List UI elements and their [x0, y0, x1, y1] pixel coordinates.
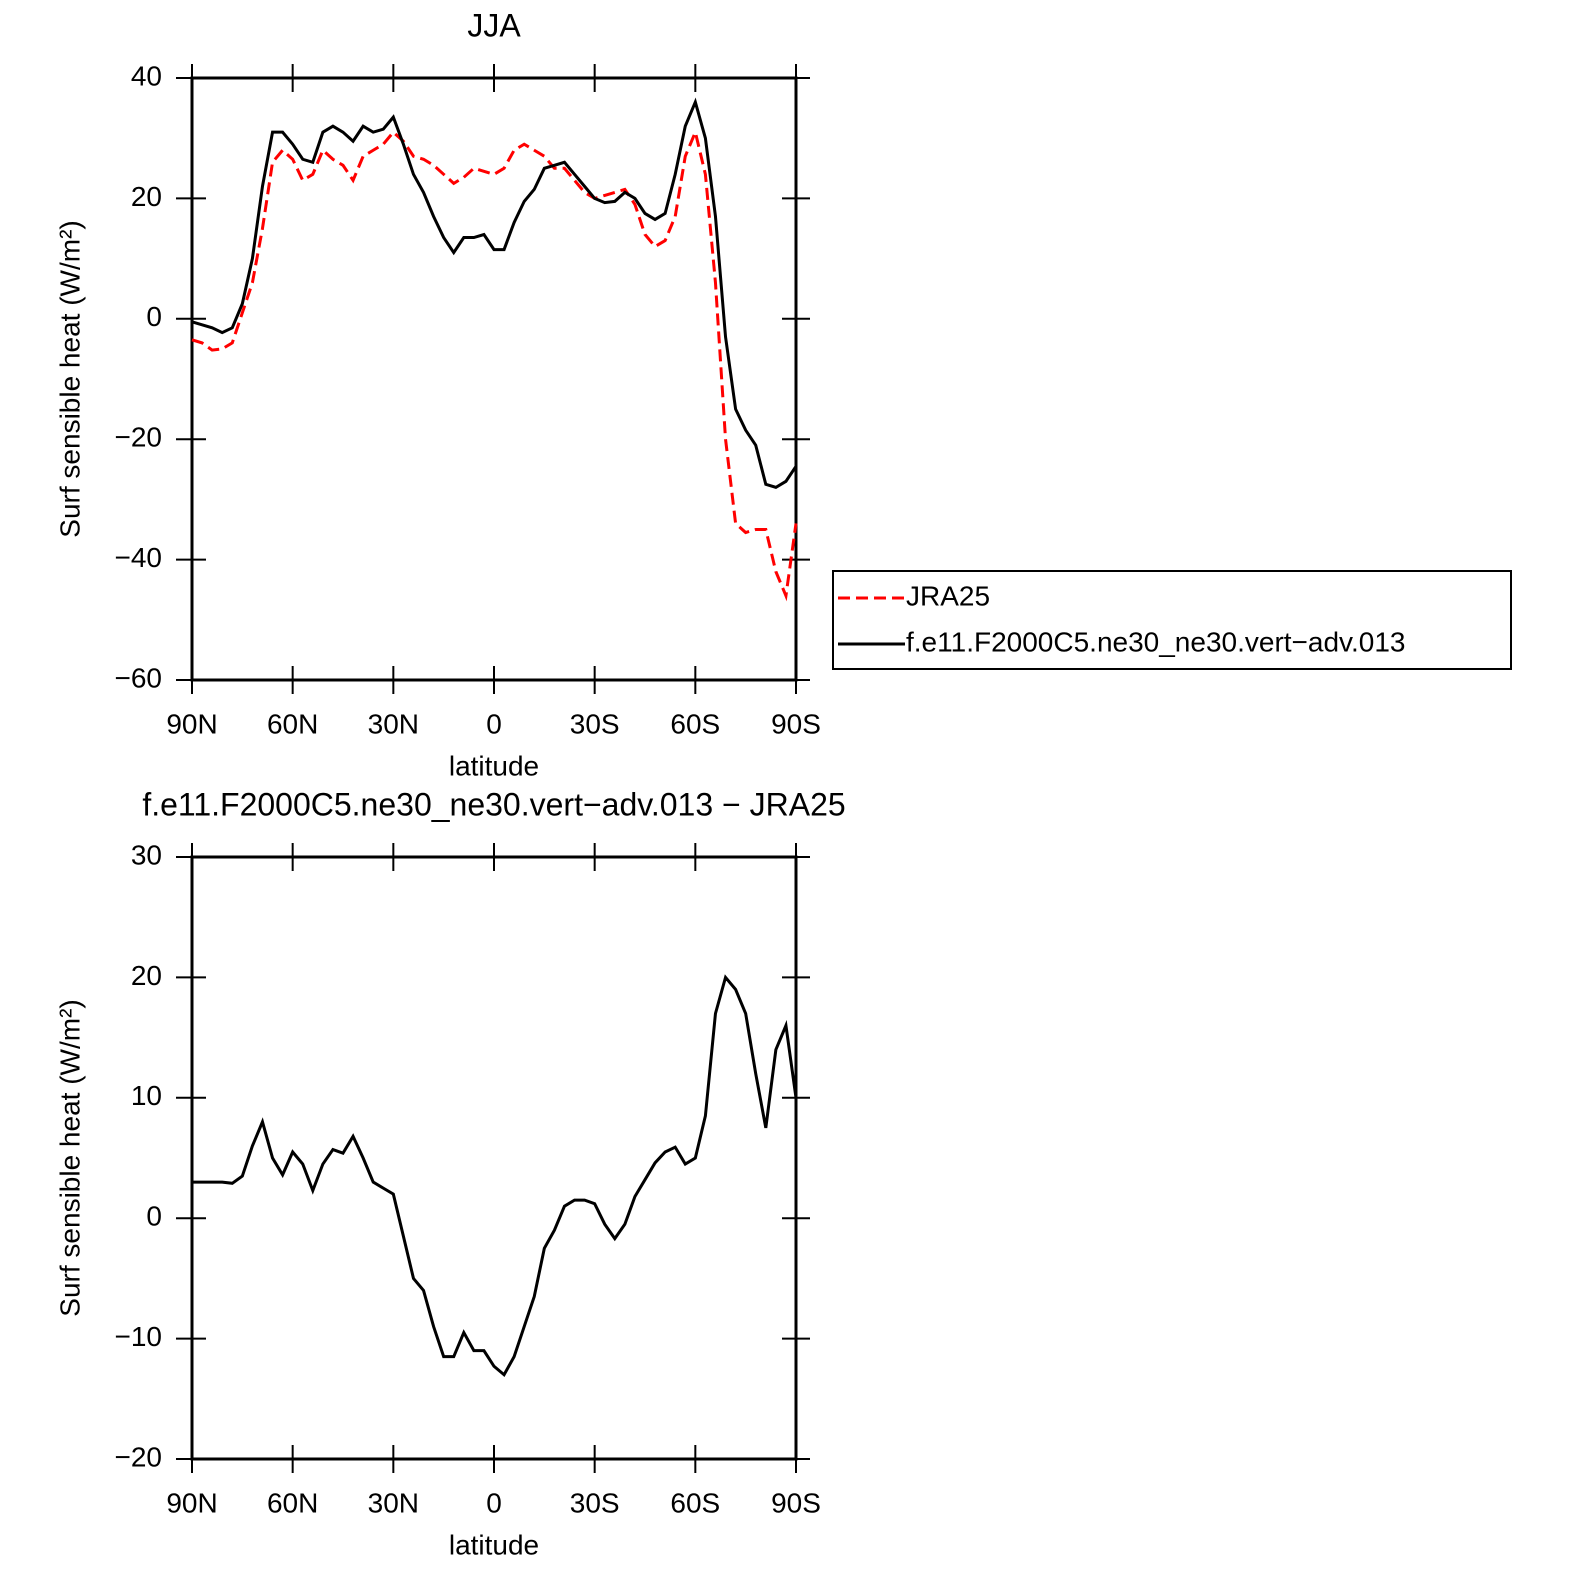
y-tick-label: 40 — [131, 60, 162, 91]
y-tick-label: −40 — [115, 542, 163, 573]
y-tick-label: −20 — [115, 422, 163, 453]
y-tick-label: 30 — [131, 839, 162, 870]
x-axis-label: latitude — [449, 1529, 539, 1560]
x-tick-label: 60N — [267, 708, 318, 739]
plot-frame — [190, 76, 798, 682]
y-tick-label: −20 — [115, 1441, 163, 1472]
y-tick-label: 20 — [131, 181, 162, 212]
data-line — [191, 97, 798, 489]
x-tick-label: 90S — [771, 708, 821, 739]
data-line — [192, 974, 798, 1378]
x-tick-label: 90N — [166, 1487, 217, 1518]
legend-label: f.e11.F2000C5.ne30_ne30.vert−adv.013 — [906, 626, 1405, 657]
y-tick-label: 0 — [146, 301, 162, 332]
x-tick-label: 0 — [486, 708, 502, 739]
x-tick-label: 60S — [670, 1487, 720, 1518]
y-axis-label: Surf sensible heat (W/m²) — [54, 220, 85, 537]
chart-title: JJA — [467, 7, 521, 43]
x-tick-label: 60S — [670, 708, 720, 739]
chart-title: f.e11.F2000C5.ne30_ne30.vert−adv.013 − J… — [142, 786, 845, 822]
y-tick-label: −60 — [115, 662, 163, 693]
data-line — [191, 127, 798, 602]
y-tick-label: −10 — [115, 1321, 163, 1352]
legend-label: JRA25 — [906, 580, 990, 611]
x-tick-label: 30S — [570, 1487, 620, 1518]
x-tick-label: 30N — [368, 1487, 419, 1518]
x-tick-label: 60N — [267, 1487, 318, 1518]
y-axis-label: Surf sensible heat (W/m²) — [54, 999, 85, 1316]
x-tick-label: 30N — [368, 708, 419, 739]
y-tick-label: 10 — [131, 1080, 162, 1111]
x-tick-label: 0 — [486, 1487, 502, 1518]
y-tick-label: 0 — [146, 1201, 162, 1232]
plot-frame — [190, 855, 798, 1461]
x-tick-label: 30S — [570, 708, 620, 739]
x-axis-label: latitude — [449, 750, 539, 781]
x-tick-label: 90N — [166, 708, 217, 739]
legend-box — [832, 570, 1512, 670]
x-tick-label: 90S — [771, 1487, 821, 1518]
y-tick-label: 20 — [131, 960, 162, 991]
